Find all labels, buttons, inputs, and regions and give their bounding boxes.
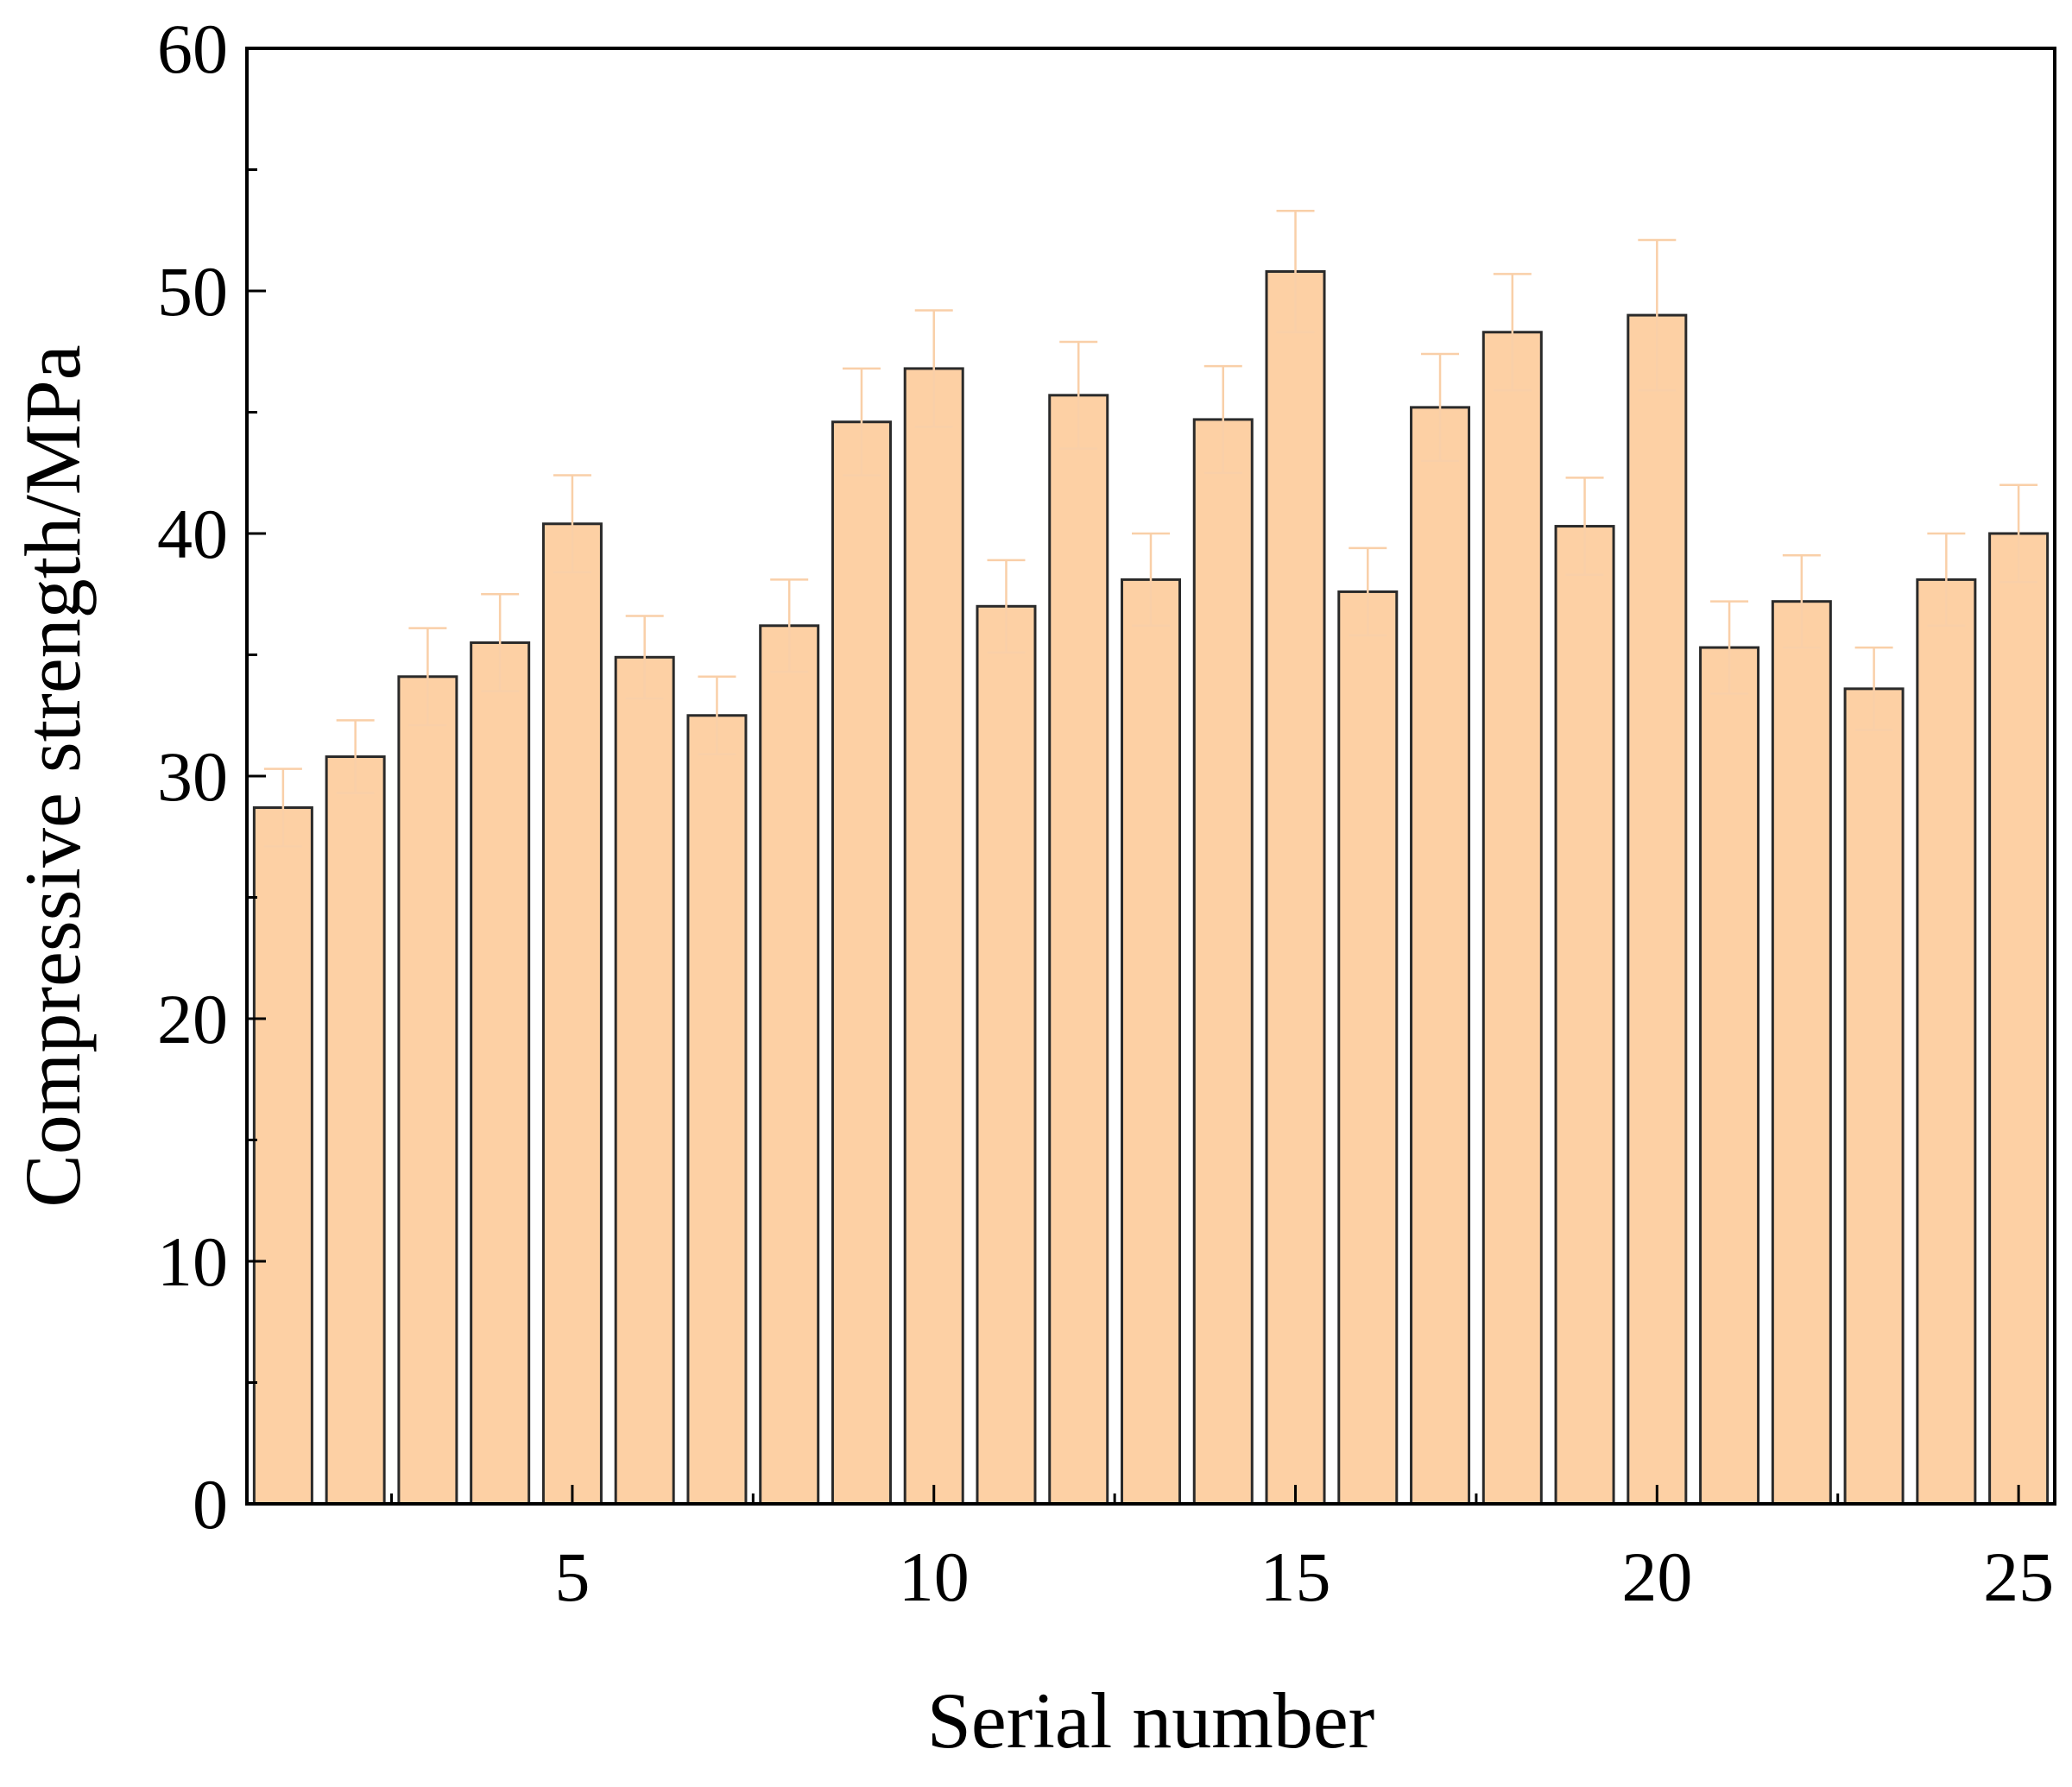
- error-bar-21: [1710, 600, 1749, 695]
- bar-16: [1337, 590, 1399, 1506]
- y-axis-title: Compressive strength/MPa: [9, 344, 97, 1207]
- error-bar-23: [1854, 646, 1893, 731]
- error-bar-22: [1782, 554, 1821, 649]
- bar-9: [831, 420, 892, 1506]
- error-bar-10: [914, 309, 953, 428]
- bar-5: [541, 522, 603, 1506]
- bar-13: [1120, 578, 1182, 1506]
- bars-group: [252, 270, 2050, 1506]
- error-bar-11: [987, 559, 1026, 654]
- bar-1: [252, 806, 313, 1506]
- error-bar-14: [1203, 364, 1242, 474]
- x-tick-label-25: 25: [1983, 1538, 2054, 1616]
- error-bar-6: [625, 615, 664, 700]
- x-tick-label-20: 20: [1621, 1538, 1692, 1616]
- bar-17: [1410, 406, 1471, 1506]
- bar-24: [1916, 578, 1977, 1506]
- bar-10: [903, 367, 964, 1506]
- error-bar-12: [1059, 340, 1098, 450]
- y-tick-label-50: 50: [157, 252, 228, 331]
- bar-7: [686, 714, 748, 1506]
- bar-12: [1048, 394, 1109, 1506]
- tick-labels-group: 0 10 20 30 40 50 60 5 10 15 20 25: [157, 9, 2054, 1616]
- error-bar-16: [1349, 546, 1387, 637]
- error-bar-7: [698, 675, 736, 755]
- error-bar-1: [263, 767, 302, 848]
- bar-15: [1265, 270, 1326, 1506]
- x-tick-label-5: 5: [554, 1538, 590, 1616]
- x-tick-label-10: 10: [899, 1538, 970, 1616]
- bar-2: [325, 755, 386, 1506]
- error-bar-4: [481, 593, 520, 692]
- y-tick-label-60: 60: [157, 9, 228, 88]
- error-bar-17: [1421, 352, 1460, 462]
- y-tick-label-10: 10: [157, 1222, 228, 1301]
- error-bar-3: [408, 627, 447, 727]
- x-axis-title: Serial number: [927, 1676, 1375, 1765]
- x-tick-label-15: 15: [1260, 1538, 1331, 1616]
- error-bar-8: [770, 578, 809, 673]
- error-bar-20: [1638, 238, 1677, 392]
- y-tick-label-0: 0: [193, 1465, 228, 1544]
- error-bar-19: [1565, 477, 1604, 577]
- error-bar-9: [842, 367, 881, 477]
- bar-4: [470, 641, 531, 1506]
- y-tick-label-40: 40: [157, 495, 228, 573]
- error-bar-25: [1999, 483, 2038, 584]
- bar-6: [614, 655, 675, 1506]
- error-bar-2: [336, 719, 375, 794]
- error-bar-5: [553, 474, 591, 574]
- bar-25: [1988, 532, 2050, 1506]
- y-tick-label-30: 30: [157, 737, 228, 816]
- bar-23: [1843, 687, 1905, 1506]
- error-bar-18: [1493, 273, 1532, 392]
- bar-19: [1554, 525, 1615, 1506]
- error-bars-group: [263, 210, 2038, 848]
- error-bar-15: [1276, 210, 1315, 334]
- bar-20: [1627, 313, 1688, 1506]
- error-bar-13: [1132, 532, 1170, 628]
- error-bar-24: [1927, 532, 1966, 628]
- bar-21: [1699, 646, 1760, 1506]
- bar-8: [759, 624, 820, 1506]
- bar-22: [1771, 600, 1832, 1506]
- y-tick-label-20: 20: [157, 980, 228, 1058]
- bar-11: [976, 604, 1037, 1506]
- bar-14: [1192, 418, 1254, 1506]
- bar-18: [1481, 331, 1543, 1506]
- bar-3: [397, 675, 458, 1506]
- axes-group: [245, 47, 2056, 1506]
